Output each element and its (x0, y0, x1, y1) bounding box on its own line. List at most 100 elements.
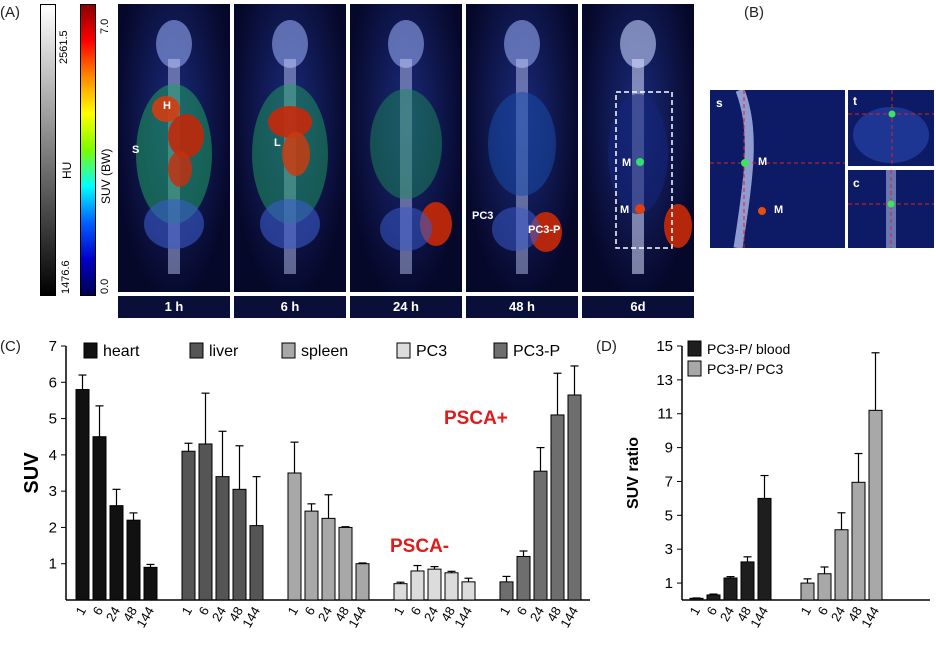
y-tick-label: 15 (656, 338, 673, 355)
mouse-body-image (608, 20, 692, 274)
suv-label: SUV (BW) (99, 148, 113, 204)
y-tick-label: 1 (665, 575, 673, 592)
bar (393, 583, 408, 601)
organ-label: L (274, 137, 281, 149)
x-tick-label: 1 (496, 604, 513, 618)
suv-top-value: 7.0 (99, 18, 111, 34)
bar (410, 570, 425, 601)
time-label: 6 h (234, 296, 346, 318)
hu-colorbar (40, 4, 56, 296)
legend-swatch (687, 340, 702, 357)
legend-swatch (281, 342, 296, 359)
y-axis-label: SUV (21, 452, 43, 494)
x-tick-label: 24 (103, 604, 123, 624)
tumor-label-pc3-p: PC3-P (528, 224, 561, 236)
view-label: c (853, 176, 860, 190)
legend-swatch (189, 342, 204, 359)
bar (757, 497, 772, 601)
y-tick-label: 3 (665, 541, 673, 558)
transversal-view: t (848, 90, 934, 166)
hu-colorbar-labels: 2561.5 HU 1476.6 (56, 4, 76, 294)
mouse-body-image (252, 20, 328, 274)
bar (304, 510, 319, 601)
x-tick-label: 144 (239, 604, 263, 630)
bar (198, 443, 213, 601)
legend-label: spleen (301, 343, 348, 360)
suv-colorbar-labels: 7.0 SUV (BW) 0.0 (97, 4, 115, 294)
y-tick-label: 3 (49, 483, 57, 500)
bar (723, 577, 738, 601)
x-tick-label: 144 (557, 604, 581, 630)
legend-label: PC3 (416, 343, 447, 360)
coronal-image (848, 170, 934, 248)
bar (92, 436, 107, 601)
pet-scan-1h: H S (118, 4, 230, 292)
y-tick-label: 2 (49, 519, 57, 536)
x-tick-label: 48 (438, 604, 458, 624)
hu-label: HU (60, 161, 74, 179)
bar (232, 488, 247, 601)
x-tick-label: 24 (209, 604, 229, 624)
panel-label-a: (A) (0, 4, 20, 21)
legend-swatch (83, 342, 98, 359)
y-tick-label: 11 (657, 406, 673, 423)
x-tick-label: 24 (315, 604, 335, 624)
transversal-image (848, 90, 934, 166)
pet-scan-48h: PC3 PC3-P (466, 4, 578, 292)
psca-neg-annotation: PSCA- (390, 536, 450, 557)
hu-bottom-value: 1476.6 (60, 260, 72, 294)
legend-label: PC3-P/ PC3 (707, 361, 783, 377)
bar (834, 529, 849, 601)
time-label: 1 h (118, 296, 230, 318)
x-tick-label: 144 (747, 604, 771, 630)
x-tick-label: 24 (527, 604, 547, 624)
bar (143, 566, 158, 601)
bar (338, 526, 353, 601)
metastasis-label: M (774, 204, 784, 216)
y-tick-label: 5 (665, 507, 673, 524)
y-tick-label: 5 (49, 411, 57, 428)
legend-label: PC3-P (513, 343, 560, 360)
bar (355, 563, 370, 601)
x-tick-label: 1 (284, 604, 301, 618)
bar (851, 481, 866, 601)
pet-scan-24h (350, 4, 462, 292)
y-tick-label: 7 (665, 473, 673, 490)
metastasis-label: M (622, 157, 632, 169)
mouse-body-image (136, 20, 212, 274)
x-tick-label: 1 (390, 604, 407, 618)
panel-label-c: (C) (0, 338, 21, 355)
view-label: s (716, 96, 723, 110)
legend-swatch (687, 360, 702, 377)
x-tick-label: 24 (717, 604, 737, 624)
bar (533, 470, 548, 601)
bar (427, 568, 442, 601)
time-label: 48 h (466, 296, 578, 318)
bar (868, 409, 883, 601)
x-tick-label: 48 (226, 604, 246, 624)
x-tick-label: 1 (178, 604, 195, 618)
legend-label: PC3-P/ blood (707, 341, 790, 357)
bar (126, 519, 141, 601)
coronal-view: c (848, 170, 934, 248)
metastasis-label: M (758, 156, 768, 168)
bar (181, 450, 196, 601)
mouse-body-image (370, 20, 452, 274)
time-label: 6d (582, 296, 694, 318)
x-tick-label: 144 (451, 604, 475, 630)
organ-label: H (163, 100, 171, 112)
legend-swatch (396, 342, 411, 359)
bar (249, 525, 264, 601)
bar (321, 517, 336, 601)
x-tick-label: 48 (332, 604, 352, 624)
bar (516, 555, 531, 601)
bar (461, 581, 476, 601)
organ-label: S (132, 144, 140, 156)
legend-label: heart (103, 343, 140, 360)
metastasis-label: M (620, 204, 630, 216)
x-tick-label: 1 (797, 604, 814, 618)
panel-label-d: (D) (596, 338, 617, 355)
legend-label: liver (209, 343, 239, 360)
bar (817, 573, 832, 601)
